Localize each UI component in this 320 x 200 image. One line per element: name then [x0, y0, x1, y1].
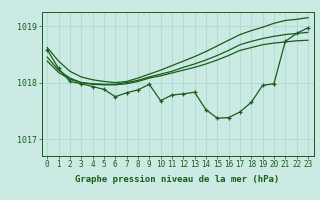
X-axis label: Graphe pression niveau de la mer (hPa): Graphe pression niveau de la mer (hPa)	[76, 175, 280, 184]
